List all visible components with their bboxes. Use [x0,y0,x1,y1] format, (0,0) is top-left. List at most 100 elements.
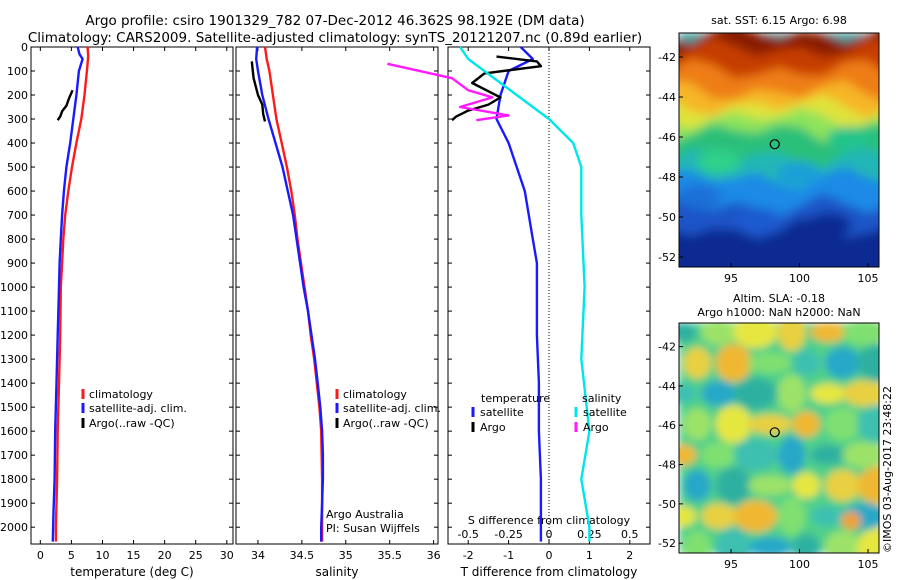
series-line-1 [263,46,324,542]
map-y-tick-label: -48 [658,171,676,184]
map-y-tick-label: -52 [658,537,676,550]
x-tick-label: 34.5 [290,549,315,562]
map-y-tick-label: -50 [658,498,676,511]
sla-blob [733,438,778,471]
legend-title-temperature: temperature [481,392,550,405]
annotation-argo-australia: Argo Australia [326,508,404,521]
series-line-3 [250,61,267,122]
sla-blob [715,405,752,444]
sla-field [679,323,879,553]
map-subtitle: Argo h1000: NaN h2000: NaN [697,306,860,319]
sla-blob [747,536,792,553]
series-line-4 [387,62,510,122]
profile-panel-3: -2 -1 0 1 2 T difference from climatology S di… [387,46,651,579]
y-tick-label: 0 [21,41,28,54]
sla-blob [857,343,879,382]
y-tick-label: 700 [7,209,28,222]
y-tick-label: 1900 [0,497,28,510]
map-y-tick-label: -44 [658,91,676,104]
series-line-1 [495,46,543,542]
sla-blob [683,346,712,379]
sla-blob [792,533,821,553]
sla-blob [810,383,847,404]
sla-blob [679,323,697,343]
map-x-tick-label: 100 [789,558,810,571]
sla-blob [701,380,737,407]
legend-entry: climatology [89,388,153,401]
y-tick-label: 1400 [0,377,28,390]
legend-entry: satellite [583,406,627,419]
sst-blob [697,149,741,174]
sla-blob [679,383,697,404]
sla-blob [733,500,778,533]
map-frame [678,32,880,268]
sst-blob [679,184,721,209]
map-y-tick-label: -48 [658,459,676,472]
annotation-pi: PI: Susan Wijffels [326,522,420,535]
map-field [679,323,879,553]
x-axis-label: T difference from climatology [460,565,638,579]
sla-blob [792,411,821,438]
sst-bands [679,33,879,267]
sla-blob [842,380,879,407]
axes-frame [447,46,651,545]
sla-blob [824,408,861,441]
x-tick-label: 35 [339,549,353,562]
sla-blob [824,530,861,553]
x-tick-label: 34 [251,549,265,562]
sst-blob [737,208,781,233]
x-tick-label: 1 [586,549,593,562]
x-tick-label: 30 [220,549,234,562]
map-y-tick-label: -46 [658,131,676,144]
map-x-tick-label: 105 [858,558,879,571]
sla-blob [701,503,737,530]
sla-blob [777,497,806,536]
map-x-tick-label: 105 [858,272,879,285]
sla-blob [733,323,778,349]
sla-blob [777,435,806,474]
sla-blob [824,469,861,502]
s-diff-label: S difference from climatology [468,514,631,527]
y-tick-label: 900 [7,257,28,270]
y-tick-label: 100 [7,65,28,78]
sla-blob [841,511,861,530]
legend-entry: Argo [583,421,609,434]
map-frame [678,322,880,554]
map-y-tick-label: -42 [658,51,676,64]
y-tick-label: 1300 [0,353,28,366]
sla-blob [683,469,712,502]
sla-blob [857,405,879,444]
s-tick-label: 0 [546,528,553,541]
imos-caption: ©IMOS 03-Aug-2017 23:48:22 [881,386,894,553]
x-tick-label: 36 [427,549,441,562]
sla-blob [747,475,792,496]
sst-blob [777,161,821,186]
legend-entry: climatology [343,388,407,401]
sla-blob [683,408,712,441]
y-tick-label: 1600 [0,425,28,438]
figure-title-line1: Argo profile: csiro 1901329_782 07-Dec-2… [85,13,585,29]
sla-blob [747,352,792,373]
profile-panel-2: 34 34.5 35 35.5 36 salinity climatologysatelli… [235,46,441,579]
x-tick-label: 5 [68,549,75,562]
sla-blob [683,530,712,553]
sla-blob [842,441,879,468]
series-line-1 [54,46,90,542]
map-field [679,33,879,267]
sla-blob [679,444,697,465]
sla-blob [747,414,792,435]
series-line-3 [56,89,74,121]
legend-entry: satellite-adj. clim. [89,402,187,415]
x-tick-label: 2 [626,549,633,562]
sla-blob [792,472,821,499]
y-tick-label: 1100 [0,305,28,318]
x-tick-label: 0 [37,549,44,562]
map-y-tick-label: -52 [658,251,676,264]
legend: temperature salinitysatelliteArgosatellit… [471,392,627,434]
sla-blob [857,466,879,505]
sla-blob [715,527,752,553]
y-tick-label: 200 [7,89,28,102]
map-x-tick-label: 95 [724,272,738,285]
